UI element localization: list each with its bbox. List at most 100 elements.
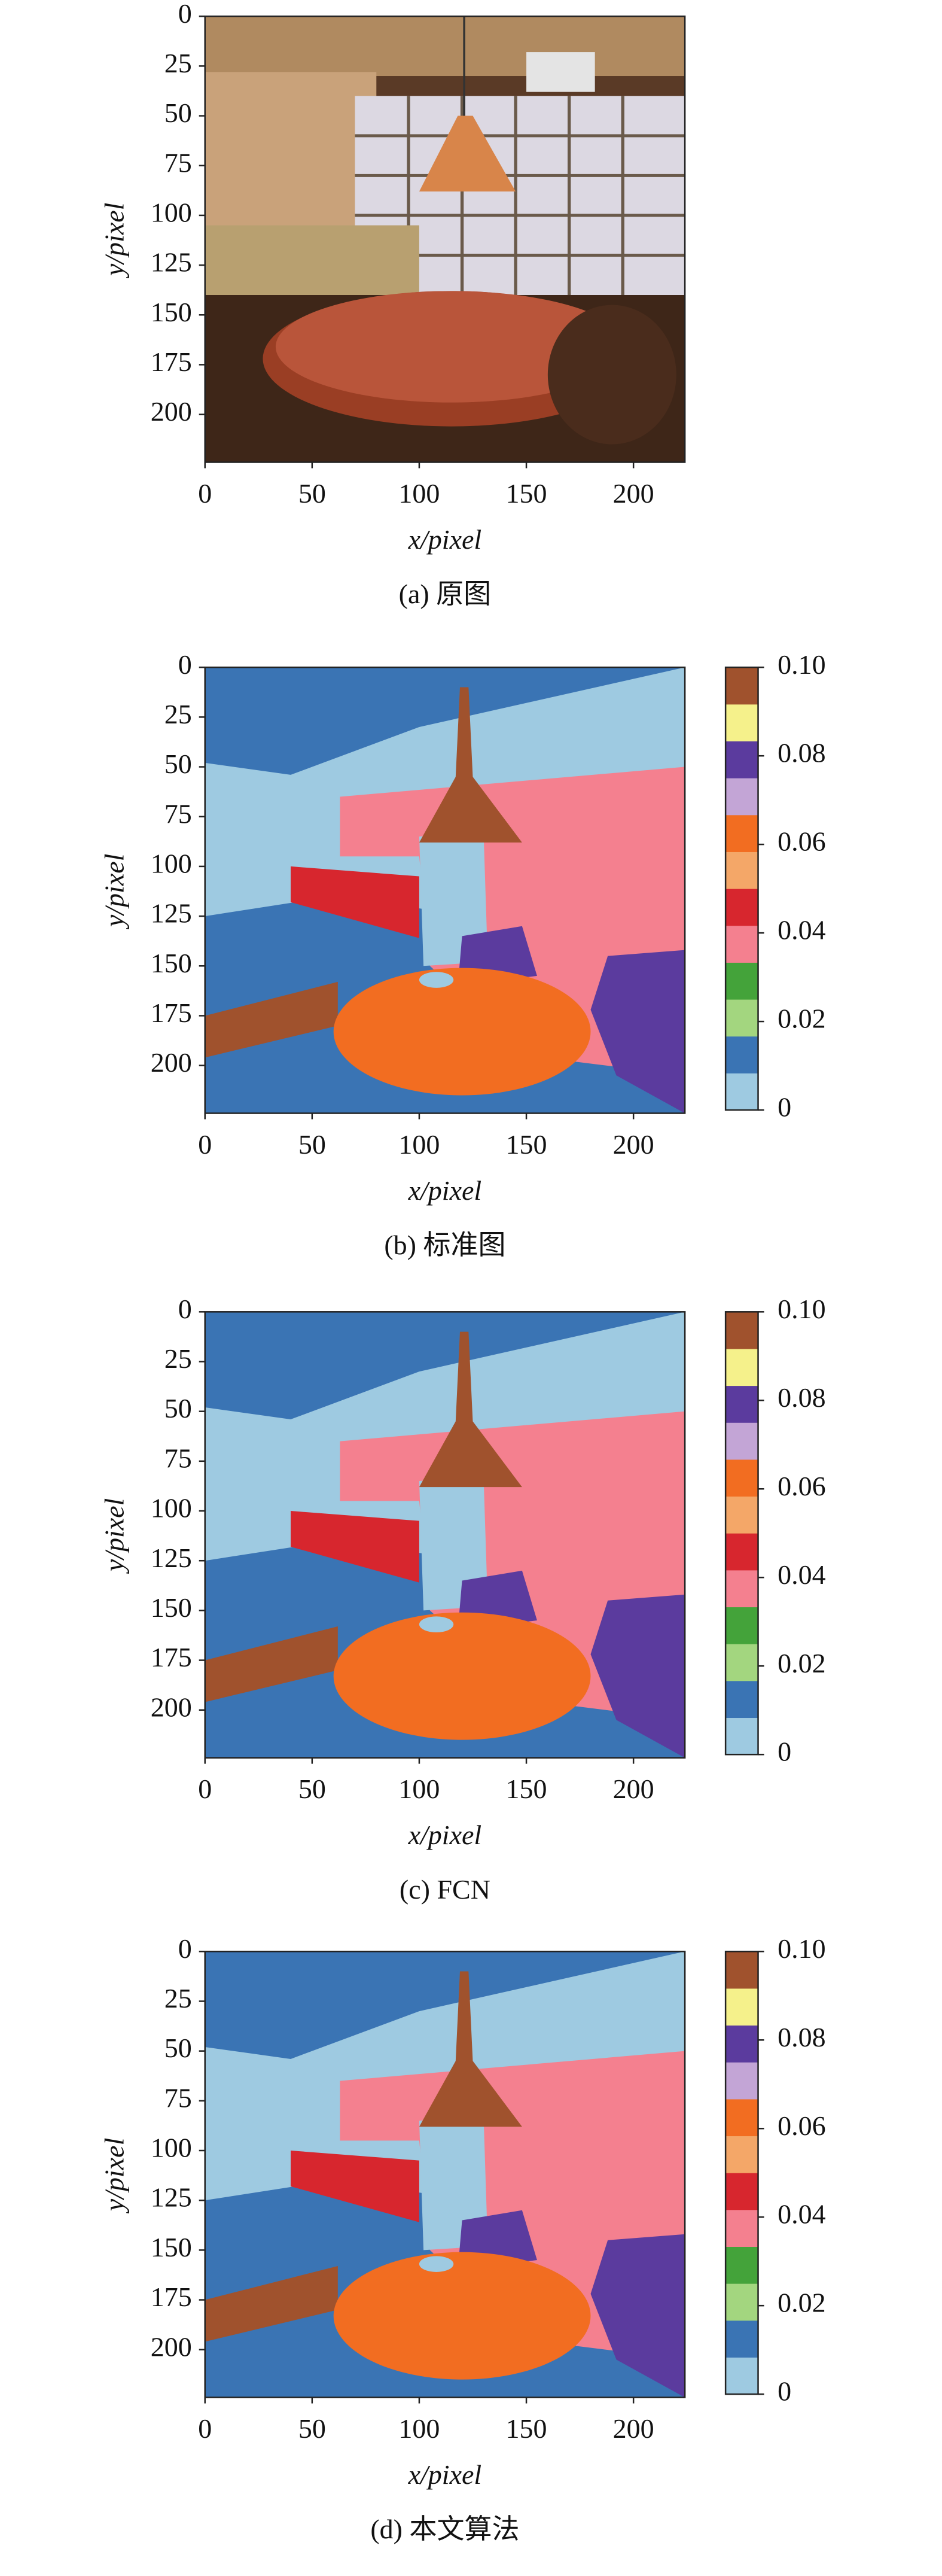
colorbar-swatch [725,1570,758,1608]
colorbar-frame [724,666,759,1111]
colorbar-swatch [725,889,758,926]
caption: (b) 标准图 [384,1230,505,1260]
colorbar-swatch [725,2025,758,2063]
colorbar-tick-label: 0.02 [778,2288,826,2318]
colorbar-swatch [725,778,758,816]
colorbar-tick-label: 0 [778,1736,791,1767]
image-content [205,1312,685,1758]
colorbar-swatch [725,2173,758,2210]
x-tick-label: 100 [398,1774,440,1804]
y-tick-label: 50 [164,98,192,128]
y-tick-label: 200 [151,396,192,427]
y-tick-label: 200 [151,2331,192,2362]
y-tick-label: 75 [164,147,192,178]
image-content [205,16,685,462]
y-tick-label: 125 [151,2182,192,2213]
y-tick-label: 25 [164,699,192,729]
colorbar-swatch [725,2320,758,2358]
colorbar-tick-label: 0.08 [778,1382,826,1413]
x-tick-label: 150 [506,1129,547,1160]
x-tick-label: 50 [298,478,326,509]
colorbar-tick-label: 0.04 [778,915,826,945]
y-tick-label: 150 [151,2232,192,2262]
colorbar-swatch [725,814,758,852]
x-tick-label: 200 [613,1129,654,1160]
y-tick-label: 25 [164,1983,192,2014]
y-tick-label: 0 [178,1933,192,1964]
plot-frame [204,666,686,1114]
colorbar-swatch [725,704,758,742]
colorbar-swatch [725,1680,758,1719]
colorbar-tick-label: 0.06 [778,1471,826,1501]
colorbar-frame [724,1951,759,2395]
plot-frame [204,15,686,463]
colorbar-tick-label: 0.10 [778,1294,826,1324]
colorbar-swatch [725,962,758,1000]
y-tick-label: 25 [164,1343,192,1374]
colorbar-swatch [725,1496,758,1534]
colorbar-tick-label: 0.02 [778,1003,826,1034]
y-tick-label: 0 [178,1294,192,1324]
image-content [205,1951,685,2398]
y-tick-label: 50 [164,749,192,779]
y-tick-label: 75 [164,798,192,829]
x-tick-label: 200 [613,478,654,509]
colorbar-swatch [725,2098,758,2137]
caption: (c) FCN [400,1874,490,1905]
y-tick-label: 0 [178,649,192,680]
y-tick-label: 175 [151,1642,192,1672]
x-axis-label: x/pixel [408,2459,482,2490]
x-axis-label: x/pixel [408,1175,482,1206]
image-content [205,667,685,1114]
colorbar-swatch [725,1607,758,1644]
y-tick-label: 200 [151,1047,192,1078]
y-tick-label: 50 [164,1393,192,1424]
colorbar-swatch [725,1312,758,1349]
x-tick-label: 0 [198,1774,212,1804]
y-tick-label: 100 [151,848,192,878]
x-axis-label: x/pixel [408,524,482,555]
y-tick-label: 125 [151,247,192,278]
plot-image [205,16,685,462]
colorbar-swatch [725,925,758,963]
y-axis-label: y/pixel [99,1498,129,1574]
colorbar-swatch [725,2062,758,2100]
caption: (a) 原图 [399,579,492,609]
colorbar-tick-label: 0 [778,1092,791,1123]
colorbar-swatch [725,741,758,778]
y-axis-label: y/pixel [99,203,129,279]
x-axis-label: x/pixel [408,1820,482,1850]
y-tick-label: 75 [164,2082,192,2113]
y-tick-label: 175 [151,346,192,377]
colorbar-swatch [725,1533,758,1571]
colorbar-tick-label: 0.10 [778,1933,826,1964]
y-tick-label: 150 [151,297,192,327]
y-tick-label: 175 [151,2282,192,2312]
colorbar-tick-label: 0 [778,2376,791,2407]
x-tick-label: 100 [398,2413,440,2444]
colorbar-swatch [725,1717,758,1755]
y-tick-label: 150 [151,1592,192,1623]
y-tick-label: 200 [151,1692,192,1722]
colorbar-swatch [725,1988,758,2026]
colorbar-swatch [725,1036,758,1073]
x-tick-label: 100 [398,478,440,509]
x-tick-label: 0 [198,1129,212,1160]
x-tick-label: 0 [198,478,212,509]
x-tick-label: 200 [613,2413,654,2444]
plot-frame [204,1311,686,1759]
x-tick-label: 50 [298,2413,326,2444]
y-tick-label: 125 [151,1543,192,1573]
y-tick-label: 25 [164,48,192,78]
x-tick-label: 0 [198,2413,212,2444]
y-tick-label: 50 [164,2033,192,2063]
colorbar-tick-label: 0.02 [778,1648,826,1678]
y-tick-label: 100 [151,2133,192,2163]
plot-image [205,667,685,1114]
y-tick-label: 100 [151,197,192,227]
colorbar-swatch [725,1951,758,1989]
colorbar-tick-label: 0.10 [778,649,826,680]
x-tick-label: 50 [298,1129,326,1160]
colorbar-tick-label: 0.04 [778,1559,826,1590]
